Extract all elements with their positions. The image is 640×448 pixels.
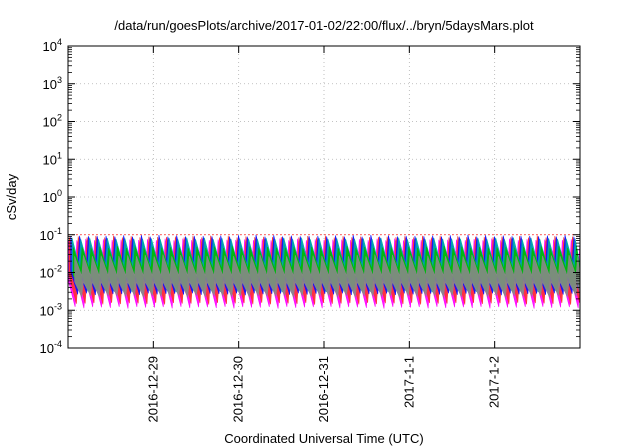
y-tick-label-exponent: 2 xyxy=(57,113,62,123)
y-tick-label-exponent: -1 xyxy=(54,226,62,236)
y-tick-label-base: 10 xyxy=(40,341,54,356)
y-tick-label: 101 xyxy=(43,150,62,167)
y-tick-label: 100 xyxy=(43,188,62,205)
y-tick-label: 104 xyxy=(43,37,62,54)
y-tick-label: 10-4 xyxy=(40,339,62,356)
y-tick-label: 10-1 xyxy=(40,226,62,243)
y-tick-label-exponent: -2 xyxy=(54,264,62,274)
x-tick-label: 2017-1-2 xyxy=(487,356,502,408)
y-tick-label-base: 10 xyxy=(43,190,57,205)
y-tick-label: 102 xyxy=(43,113,62,130)
y-tick-label-exponent: 3 xyxy=(57,75,62,85)
y-tick-label-base: 10 xyxy=(40,266,54,281)
series-layer xyxy=(67,234,581,309)
y-tick-label-exponent: -3 xyxy=(54,301,62,311)
x-tick-label: 2017-1-1 xyxy=(401,356,416,408)
x-tick-label: 2016-12-31 xyxy=(316,356,331,423)
chart-title: /data/run/goesPlots/archive/2017-01-02/2… xyxy=(114,18,534,33)
x-axis-label: Coordinated Universal Time (UTC) xyxy=(224,431,423,446)
y-tick-label-base: 10 xyxy=(40,228,54,243)
y-tick-label: 10-3 xyxy=(40,301,62,318)
y-tick-label-exponent: 0 xyxy=(57,188,62,198)
y-tick-label-base: 10 xyxy=(43,39,57,54)
y-tick-label-base: 10 xyxy=(40,303,54,318)
y-axis-label: cSv/day xyxy=(4,173,19,220)
x-axis: 2016-12-29 2016-12-30 2016-12-31 2017-1-1 20… xyxy=(145,46,502,423)
x-tick-label: 2016-12-30 xyxy=(231,356,246,423)
y-tick-label-exponent: 1 xyxy=(57,150,62,160)
y-tick-label-base: 10 xyxy=(43,152,57,167)
y-tick-label-base: 10 xyxy=(43,115,57,130)
y-tick-label-exponent: 4 xyxy=(57,37,62,47)
y-tick-label-base: 10 xyxy=(43,77,57,92)
x-tick-label: 2016-12-29 xyxy=(145,356,160,423)
y-tick-label: 103 xyxy=(43,75,62,92)
y-tick-label-exponent: -4 xyxy=(54,339,62,349)
y-tick-label: 10-2 xyxy=(40,264,62,281)
